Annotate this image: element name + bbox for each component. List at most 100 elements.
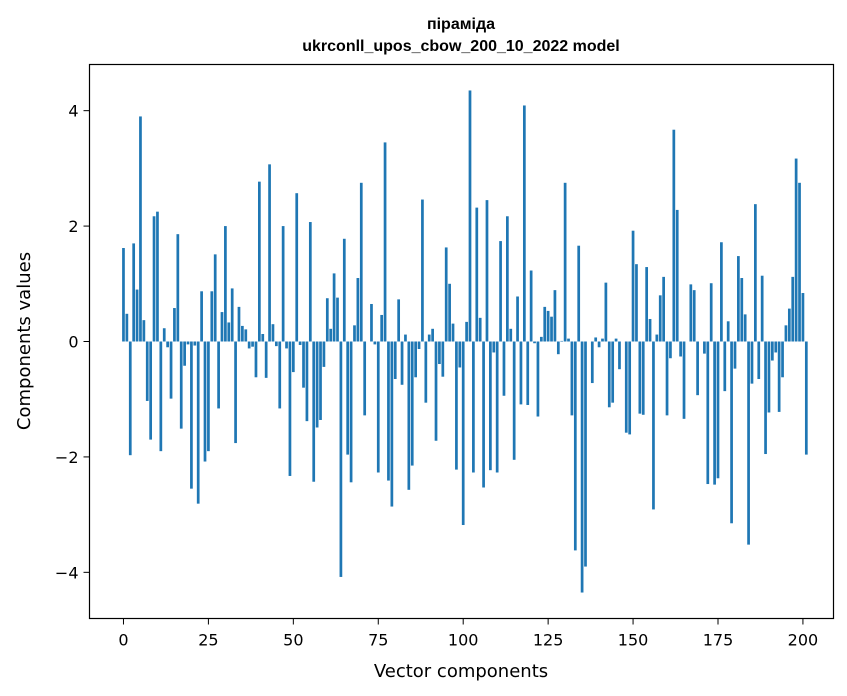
bar (455, 341, 458, 470)
bar (359, 182, 363, 342)
bar (509, 328, 513, 342)
bar (322, 341, 326, 367)
bar (733, 341, 737, 369)
bar (186, 341, 190, 345)
bar (672, 129, 676, 342)
bar (784, 325, 788, 342)
bar (346, 341, 350, 455)
bar (522, 105, 526, 342)
bar (730, 341, 733, 524)
bar (594, 337, 598, 342)
bar (750, 341, 754, 384)
bar (495, 341, 499, 473)
bar (339, 341, 343, 577)
bar (611, 341, 615, 403)
bar (353, 325, 356, 342)
bar (251, 341, 254, 347)
bar (689, 284, 693, 342)
x-axis-ticks: 0 25 50 75 100 125 150 175 200 (118, 618, 818, 650)
x-tick-label: 150 (618, 631, 649, 650)
bar (662, 276, 665, 342)
bar (713, 341, 716, 485)
bar (577, 245, 581, 342)
bar (794, 158, 798, 342)
bar (329, 328, 333, 342)
bar (584, 341, 587, 567)
bar (135, 289, 139, 342)
bar (468, 90, 472, 342)
bar (325, 298, 329, 342)
bar (628, 341, 632, 435)
bar (315, 341, 319, 428)
bar (696, 341, 699, 396)
bar (798, 182, 801, 342)
bar (179, 341, 183, 429)
bar (570, 341, 574, 416)
bar (631, 230, 635, 342)
bar (217, 341, 220, 409)
bar (203, 341, 207, 462)
bar (692, 290, 696, 342)
bar (737, 256, 740, 342)
y-axis-ticks: −4 −2 0 2 4 (55, 102, 90, 582)
bar (302, 341, 305, 388)
bar (485, 200, 489, 342)
x-tick-label: 0 (118, 631, 128, 650)
bar (312, 341, 316, 482)
bar (543, 306, 547, 342)
bar (597, 341, 601, 348)
bar (244, 329, 248, 342)
bar (390, 341, 394, 507)
bar (132, 243, 136, 342)
bar (383, 142, 387, 342)
bar (278, 341, 282, 409)
bar (553, 290, 557, 342)
bar (213, 254, 217, 342)
bar (224, 226, 227, 342)
bar (393, 341, 397, 380)
bar (319, 341, 322, 420)
bar (336, 297, 339, 342)
bar (489, 341, 492, 471)
bar (176, 234, 180, 342)
bar (499, 241, 502, 342)
bar (519, 341, 523, 405)
bar (427, 334, 431, 342)
bar (560, 340, 564, 342)
bar (539, 336, 543, 342)
bar (804, 341, 808, 455)
bar (740, 278, 744, 342)
bar (159, 341, 163, 452)
bar (142, 320, 146, 342)
bar (173, 308, 176, 342)
bar (723, 341, 727, 392)
bar (125, 313, 129, 342)
chart-title: піраміда (427, 16, 495, 33)
bar (757, 341, 761, 380)
bar (801, 293, 805, 342)
bar (332, 273, 336, 342)
bar (774, 341, 778, 353)
bar (635, 264, 638, 342)
bar (237, 306, 241, 342)
bars-group (122, 90, 808, 593)
x-axis-label: Vector components (374, 661, 548, 682)
bar (376, 341, 380, 473)
bar (546, 310, 550, 342)
bar (506, 216, 509, 342)
x-tick-label: 50 (283, 631, 303, 650)
bar (156, 211, 159, 342)
bar (682, 341, 686, 419)
bar (281, 226, 285, 342)
bar (444, 247, 448, 342)
bar (492, 341, 496, 353)
bar (370, 303, 373, 342)
bar (567, 338, 570, 342)
bar (669, 341, 672, 359)
bar (414, 341, 417, 378)
y-tick-label: 0 (68, 333, 78, 352)
bar (764, 341, 767, 455)
bar (614, 338, 618, 342)
bar (258, 181, 261, 342)
